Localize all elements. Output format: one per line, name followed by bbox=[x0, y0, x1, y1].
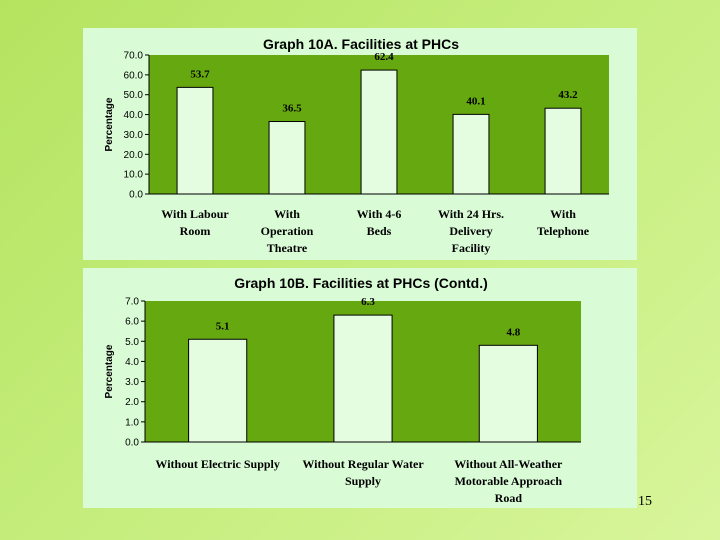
chart-title: Graph 10B. Facilities at PHCs (Contd.) bbox=[234, 275, 488, 291]
bar bbox=[268, 121, 306, 195]
category-label: With 24 Hrs. Delivery Facility bbox=[438, 207, 504, 255]
data-label: 5.1 bbox=[216, 320, 230, 332]
data-label: 6.3 bbox=[361, 296, 375, 308]
category-label: With Telephone bbox=[537, 207, 590, 238]
y-tick-label: 3.0 bbox=[125, 377, 139, 388]
category-label: Without Regular Water Supply bbox=[302, 457, 424, 488]
bar bbox=[478, 344, 538, 443]
bar bbox=[333, 314, 393, 443]
category-label: With Operation Theatre bbox=[261, 207, 314, 255]
data-label: 36.5 bbox=[282, 103, 302, 115]
y-tick-label: 5.0 bbox=[125, 337, 139, 348]
chart-10b: Graph 10B. Facilities at PHCs (Contd.) 0.… bbox=[104, 275, 581, 505]
y-tick-label: 6.0 bbox=[125, 317, 139, 328]
category-label: Without All-Weather Motorable Approach Roa… bbox=[454, 457, 563, 505]
chart-10a: Graph 10A. Facilities at PHCs 0.0 10.0 20.0… bbox=[104, 36, 609, 255]
bar bbox=[188, 338, 248, 443]
bar bbox=[176, 86, 214, 195]
data-label: 4.8 bbox=[506, 326, 520, 338]
y-tick-label: 2.0 bbox=[125, 397, 139, 408]
category-label: With 4-6 Beds bbox=[357, 207, 402, 238]
y-tick-label: 10.0 bbox=[124, 170, 144, 181]
chart-panel-10b: Graph 10B. Facilities at PHCs (Contd.) 0.… bbox=[83, 268, 637, 508]
chart-panel-10a: Graph 10A. Facilities at PHCs 0.0 10.0 20.0… bbox=[83, 28, 637, 260]
data-label: 43.2 bbox=[558, 89, 578, 101]
bar bbox=[360, 69, 398, 195]
y-tick-label: 30.0 bbox=[124, 130, 144, 141]
y-tick-label: 50.0 bbox=[124, 90, 144, 101]
category-label: Without Electric Supply bbox=[155, 457, 279, 471]
data-label: 62.4 bbox=[374, 51, 394, 63]
y-axis-label: Percentage bbox=[104, 97, 115, 151]
bar bbox=[452, 113, 490, 195]
y-tick-label: 0.0 bbox=[129, 190, 143, 201]
y-tick-label: 4.0 bbox=[125, 357, 139, 368]
y-axis-label: Percentage bbox=[104, 344, 115, 398]
chart-title: Graph 10A. Facilities at PHCs bbox=[263, 36, 459, 52]
y-tick-label: 20.0 bbox=[124, 150, 144, 161]
slide-number: 15 bbox=[638, 494, 652, 509]
category-label: With Labour Room bbox=[161, 207, 229, 238]
y-tick-label: 7.0 bbox=[125, 297, 139, 308]
data-label: 53.7 bbox=[190, 68, 210, 80]
y-tick-label: 40.0 bbox=[124, 110, 144, 121]
data-label: 40.1 bbox=[466, 95, 485, 107]
y-tick-label: 1.0 bbox=[125, 417, 139, 428]
y-tick-label: 0.0 bbox=[125, 438, 139, 449]
y-tick-label: 70.0 bbox=[124, 51, 144, 62]
bar bbox=[544, 107, 582, 195]
y-tick-label: 60.0 bbox=[124, 70, 144, 81]
